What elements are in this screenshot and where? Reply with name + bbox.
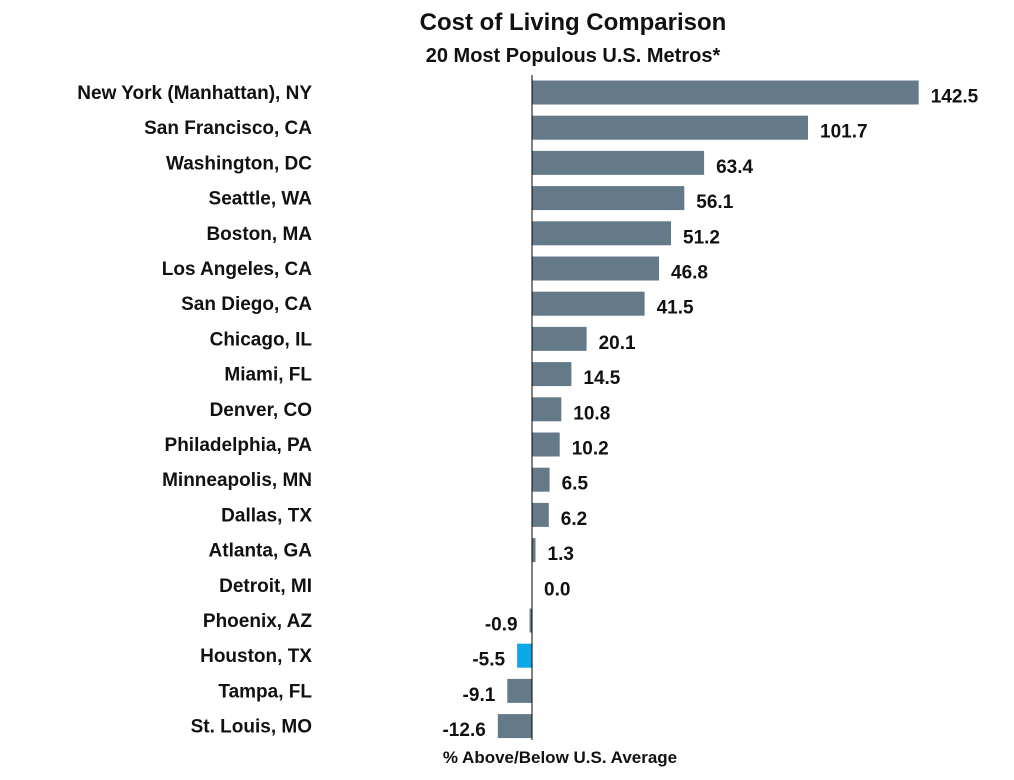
chart-title: Cost of Living Comparison	[420, 9, 727, 36]
value-label-san-diego-ca: 41.5	[657, 298, 694, 319]
value-label-boston-ma: 51.2	[683, 227, 720, 248]
category-label-washington-dc: Washington, DC	[166, 153, 312, 174]
value-label-philadelphia-pa: 10.2	[572, 439, 609, 460]
category-label-minneapolis-mn: Minneapolis, MN	[162, 470, 312, 491]
category-label-san-diego-ca: San Diego, CA	[181, 294, 312, 315]
value-label-tampa-fl: -9.1	[463, 685, 496, 706]
value-label-st-louis-mo: -12.6	[442, 720, 485, 741]
category-label-seattle-wa: Seattle, WA	[209, 189, 313, 210]
bar-new-york-manhattan-ny	[532, 80, 919, 105]
value-label-new-york-manhattan-ny: 142.5	[931, 87, 979, 108]
value-labels-layer: 142.5 101.7 63.4 56.1 51.2 46.8 41.5 20.1 14.5 10…	[442, 87, 978, 742]
bar-chicago-il	[532, 326, 587, 351]
bar-tampa-fl	[507, 678, 532, 703]
category-labels-layer: New York (Manhattan), NY San Francisco, C…	[77, 83, 312, 738]
category-label-new-york-manhattan-ny: New York (Manhattan), NY	[77, 83, 312, 104]
category-label-tampa-fl: Tampa, FL	[218, 681, 312, 702]
value-label-atlanta-ga: 1.3	[548, 544, 574, 565]
category-label-dallas-tx: Dallas, TX	[221, 505, 312, 526]
value-label-miami-fl: 14.5	[583, 368, 620, 389]
bar-minneapolis-mn	[532, 467, 550, 492]
bar-denver-co	[532, 397, 562, 422]
category-label-denver-co: Denver, CO	[210, 400, 312, 421]
value-label-dallas-tx: 6.2	[561, 509, 587, 530]
value-label-seattle-wa: 56.1	[696, 192, 733, 213]
bar-philadelphia-pa	[532, 432, 560, 457]
bar-los-angeles-ca	[532, 256, 659, 281]
bar-boston-ma	[532, 221, 671, 246]
value-label-los-angeles-ca: 46.8	[671, 263, 708, 284]
bar-phoenix-az	[529, 608, 532, 633]
value-label-san-francisco-ca: 101.7	[820, 122, 868, 143]
category-label-atlanta-ga: Atlanta, GA	[209, 541, 313, 562]
category-label-chicago-il: Chicago, IL	[210, 329, 313, 350]
category-label-miami-fl: Miami, FL	[224, 365, 312, 386]
category-label-boston-ma: Boston, MA	[206, 224, 312, 245]
bar-miami-fl	[532, 362, 572, 387]
value-label-phoenix-az: -0.9	[485, 615, 518, 636]
category-label-philadelphia-pa: Philadelphia, PA	[165, 435, 313, 456]
value-label-minneapolis-mn: 6.5	[562, 474, 589, 495]
bar-houston-tx	[517, 643, 532, 668]
value-label-chicago-il: 20.1	[599, 333, 636, 354]
category-label-phoenix-az: Phoenix, AZ	[203, 611, 312, 632]
bars-layer	[497, 80, 919, 739]
bar-atlanta-ga	[532, 538, 536, 563]
category-label-detroit-mi: Detroit, MI	[219, 576, 312, 597]
bar-st-louis-mo	[497, 714, 532, 739]
bar-seattle-wa	[532, 186, 685, 211]
value-label-detroit-mi: 0.0	[544, 579, 570, 600]
category-label-st-louis-mo: St. Louis, MO	[191, 717, 312, 738]
category-label-houston-tx: Houston, TX	[200, 646, 312, 667]
category-label-los-angeles-ca: Los Angeles, CA	[162, 259, 313, 280]
chart-subtitle: 20 Most Populous U.S. Metros*	[426, 45, 721, 67]
bar-san-diego-ca	[532, 291, 645, 316]
value-label-houston-tx: -5.5	[472, 650, 505, 671]
x-axis-label: % Above/Below U.S. Average	[443, 748, 677, 767]
category-label-san-francisco-ca: San Francisco, CA	[144, 118, 312, 139]
bar-washington-dc	[532, 150, 705, 175]
value-label-denver-co: 10.8	[573, 403, 610, 424]
bar-dallas-tx	[532, 502, 549, 527]
bar-san-francisco-ca	[532, 115, 808, 140]
value-label-washington-dc: 63.4	[716, 157, 753, 178]
